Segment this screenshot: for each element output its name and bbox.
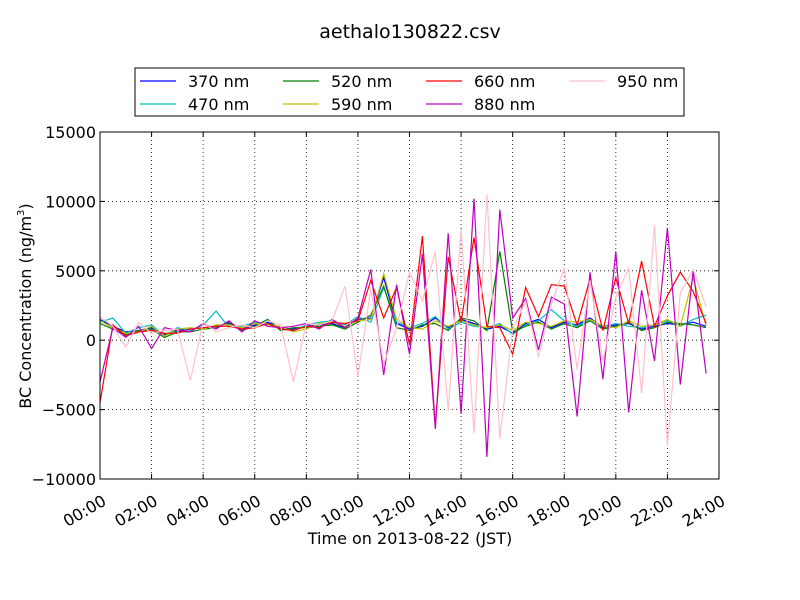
- plot-area: 00:00 02:00 04:00 06:00 08:00 10:00 12:00 14:00…: [32, 123, 729, 531]
- y-tick-label: 10000: [45, 192, 96, 211]
- y-axis-label: BC Concentration (ng/m3): [16, 203, 35, 408]
- legend-label: 370 nm: [188, 72, 249, 91]
- y-tick-label: 0: [86, 331, 96, 350]
- legend-frame: [134, 67, 685, 117]
- plot-background: [100, 132, 719, 479]
- y-axis-label-superscript: 3: [16, 210, 27, 216]
- series-group: [100, 194, 707, 457]
- legend-label: 950 nm: [617, 72, 678, 91]
- y-tick-label: −5000: [42, 401, 96, 420]
- series-line-660-nm: [100, 236, 707, 427]
- y-tick-label: 15000: [45, 123, 96, 142]
- y-axis-label-main: BC Concentration (ng/m: [16, 216, 35, 409]
- x-axis-label: Time on 2013-08-22 (JST): [307, 529, 512, 548]
- legend-label: 880 nm: [474, 95, 535, 114]
- chart-title: aethalo130822.csv: [319, 21, 501, 43]
- legend-label: 590 nm: [331, 95, 392, 114]
- legend: 370 nm 470 nm 520 nm 590 nm 660 nm 880 nm 950 …: [134, 67, 685, 117]
- series-line-880-nm: [100, 198, 707, 457]
- y-tick-label: −10000: [32, 470, 96, 489]
- series-line-590-nm: [100, 271, 707, 337]
- series-line-470-nm: [100, 285, 707, 337]
- series-line-950-nm: [100, 194, 707, 446]
- legend-label: 660 nm: [474, 72, 535, 91]
- y-axis-label-suffix: ): [16, 203, 35, 209]
- legend-label: 520 nm: [331, 72, 392, 91]
- y-tick-label: 5000: [55, 262, 96, 281]
- legend-label: 470 nm: [188, 95, 249, 114]
